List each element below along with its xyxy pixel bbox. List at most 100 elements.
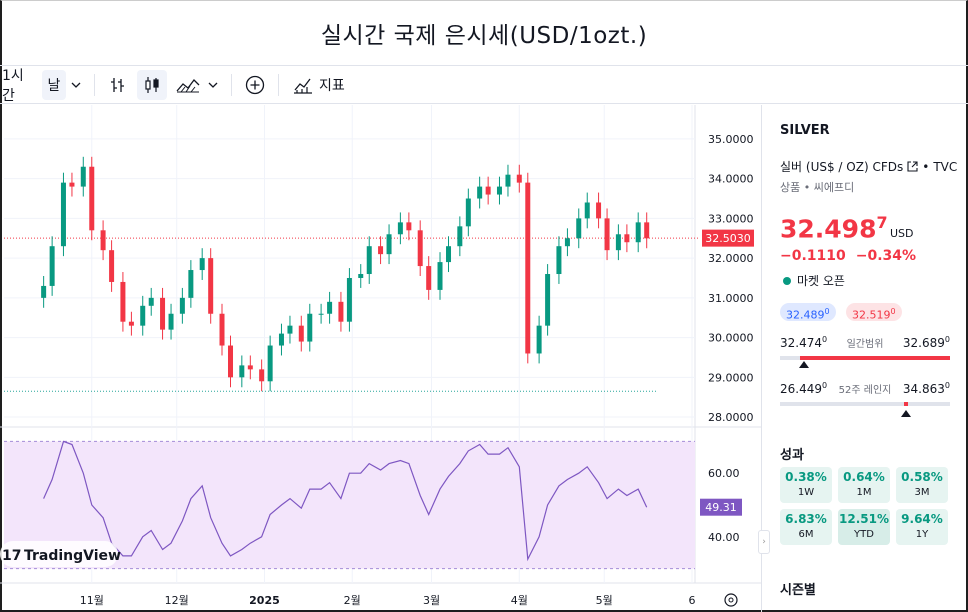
indicators-button[interactable]: 지표 xyxy=(287,70,351,100)
candle-body xyxy=(179,297,185,314)
candle-body xyxy=(615,234,621,251)
current-price: 32.4987 xyxy=(780,213,888,243)
candle-body xyxy=(525,182,531,354)
performance-cell-6m[interactable]: 6.83% 6M xyxy=(780,509,832,545)
price-tick-label: 31.0000 xyxy=(708,292,754,305)
compare-button[interactable] xyxy=(240,70,270,100)
candle-body xyxy=(69,182,75,187)
time-axis-settings[interactable] xyxy=(724,593,738,607)
chevron-down-icon xyxy=(71,82,81,88)
title-bar: 실시간 국제 은시세(USD/1ozt.) xyxy=(0,0,968,66)
separator-dot: • xyxy=(922,159,930,174)
performance-period: YTD xyxy=(854,529,874,540)
area-style-button[interactable] xyxy=(173,70,203,100)
bid-price-badge: 32.4890 xyxy=(780,303,836,322)
symbol-name[interactable]: 실버 (US$ / OZ) CFDs xyxy=(780,160,904,174)
ask-value: 32.519 xyxy=(852,308,891,322)
performance-cell-1m[interactable]: 0.64% 1M xyxy=(838,467,890,503)
market-status: 마켓 오픈 xyxy=(783,272,845,289)
time-tick-label: 5월 xyxy=(596,594,613,607)
interval-button[interactable]: 1시간 xyxy=(0,68,36,104)
candle-body xyxy=(259,369,265,382)
price-tick-label: 29.0000 xyxy=(708,371,754,384)
ask-superscript: 0 xyxy=(890,307,896,316)
candle-body xyxy=(148,297,154,306)
price-main: 32.498 xyxy=(780,214,877,244)
candle-body xyxy=(378,246,384,255)
last-price-value: 32.5030 xyxy=(705,232,751,245)
candle-body xyxy=(485,186,491,195)
candle-body xyxy=(307,313,313,342)
timeframe-label: 날 xyxy=(47,77,61,94)
candle-body xyxy=(457,226,463,247)
symbol-ticker: SILVER xyxy=(780,123,830,138)
candle-body xyxy=(228,345,234,378)
performance-value: 0.38% xyxy=(785,470,827,484)
price-tick-label: 33.0000 xyxy=(708,212,754,225)
candle-body xyxy=(89,166,95,231)
time-tick-label: 6 xyxy=(689,594,696,607)
time-tick-label: 12월 xyxy=(165,594,189,607)
day-range-low: 32.4740 xyxy=(780,335,828,350)
candle-body xyxy=(446,246,452,263)
last-price-label: 32.5030 xyxy=(702,229,754,247)
toolbar-divider xyxy=(231,73,232,96)
external-link-icon[interactable] xyxy=(907,161,918,172)
tradingview-watermark: 17 TradingView xyxy=(0,541,121,567)
candle-body xyxy=(358,274,364,278)
candle-body xyxy=(465,198,471,227)
timeframe-dropdown[interactable] xyxy=(66,70,86,100)
tradingview-wordmark: TradingView xyxy=(24,548,121,564)
candle-body xyxy=(338,301,344,322)
candle-body xyxy=(80,166,86,187)
gear-icon[interactable] xyxy=(724,593,738,607)
market-status-text: 마켓 오픈 xyxy=(797,274,845,288)
chevron-down-icon xyxy=(208,82,218,88)
candle-style-button[interactable] xyxy=(137,69,167,100)
candle-body xyxy=(278,333,284,346)
candle-body xyxy=(505,174,511,187)
chart-area[interactable]: 35.0000 34.0000 33.0000 32.0000 31.0000 30.00… xyxy=(0,105,762,612)
performance-cell-1y[interactable]: 9.64% 1Y xyxy=(896,509,948,545)
performance-cell-ytd[interactable]: 12.51% YTD xyxy=(838,509,890,545)
interval-label: 1시간 xyxy=(2,67,24,104)
candle-body xyxy=(168,313,174,330)
candle-body xyxy=(199,258,205,271)
rsi-tick-label: 60.00 xyxy=(708,467,740,480)
candle-body xyxy=(545,274,551,326)
performance-cell-1w[interactable]: 0.38% 1W xyxy=(780,467,832,503)
candle-body xyxy=(584,202,590,219)
price-tick-label: 30.0000 xyxy=(708,332,754,345)
timeframe-button[interactable]: 날 xyxy=(42,69,66,100)
rsi-value-label: 49.31 xyxy=(700,498,742,516)
price-tick-label: 34.0000 xyxy=(708,173,754,186)
toolbar-divider xyxy=(278,73,279,96)
symbol-details-panel: SILVER 실버 (US$ / OZ) CFDs • TVC 상품 • 씨에프… xyxy=(763,105,968,612)
price-chart[interactable]: 35.0000 34.0000 33.0000 32.0000 31.0000 30.00… xyxy=(0,105,762,612)
performance-value: 9.64% xyxy=(901,512,943,526)
price-tick-label: 35.0000 xyxy=(708,133,754,146)
bar-style-button[interactable] xyxy=(103,70,133,100)
panel-collapse-handle[interactable]: › xyxy=(758,530,770,554)
candle-body xyxy=(267,345,273,382)
candle-body xyxy=(406,222,412,231)
candle-body xyxy=(604,218,610,251)
candle-body xyxy=(397,222,403,235)
performance-period: 6M xyxy=(798,529,814,540)
candle-body xyxy=(128,321,134,326)
candle-body xyxy=(120,281,126,322)
price-superscript: 7 xyxy=(876,213,888,232)
candles-icon xyxy=(145,76,159,93)
candle-body xyxy=(327,301,333,314)
candle-body xyxy=(417,230,423,267)
rsi-value: 49.31 xyxy=(705,501,737,514)
day-range-bar xyxy=(780,356,950,360)
performance-period: 1Y xyxy=(915,529,929,540)
day-range-row: 32.4740 일간범위 32.6890 xyxy=(780,335,950,350)
time-tick-label: 4월 xyxy=(511,594,528,607)
candle-body xyxy=(298,325,304,342)
rsi-series-line xyxy=(43,440,648,562)
change-absolute: −0.1110 xyxy=(780,248,846,264)
performance-cell-3m[interactable]: 0.58% 3M xyxy=(896,467,948,503)
chart-style-dropdown[interactable] xyxy=(203,70,223,100)
